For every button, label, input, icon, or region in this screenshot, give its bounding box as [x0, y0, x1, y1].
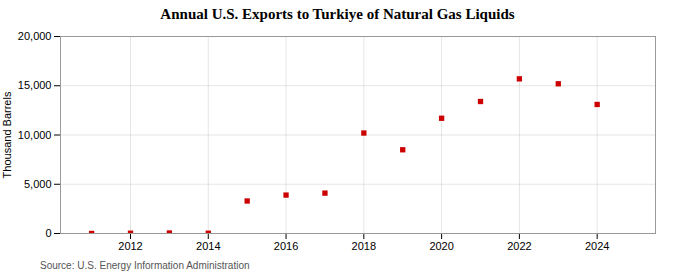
svg-text:10,000: 10,000	[18, 129, 52, 141]
svg-text:2020: 2020	[429, 240, 453, 252]
svg-text:15,000: 15,000	[18, 79, 52, 91]
svg-text:20,000: 20,000	[18, 30, 52, 42]
svg-text:2022: 2022	[507, 240, 531, 252]
svg-text:2014: 2014	[196, 240, 220, 252]
svg-text:5,000: 5,000	[24, 178, 52, 190]
svg-text:Thousand Barrels: Thousand Barrels	[1, 91, 13, 178]
html-text:Annual U.S. Exports to Turkiye: Annual U.S. Exports to Turkiye of Natura…	[160, 6, 515, 22]
svg-text:0: 0	[45, 227, 51, 239]
svg-text:2024: 2024	[585, 240, 609, 252]
svg-text:2018: 2018	[352, 240, 376, 252]
html-text:Source: U.S. Energy Informatio: Source: U.S. Energy Information Administ…	[40, 260, 250, 271]
svg-text:2012: 2012	[118, 240, 142, 252]
svg-text:2016: 2016	[274, 240, 298, 252]
